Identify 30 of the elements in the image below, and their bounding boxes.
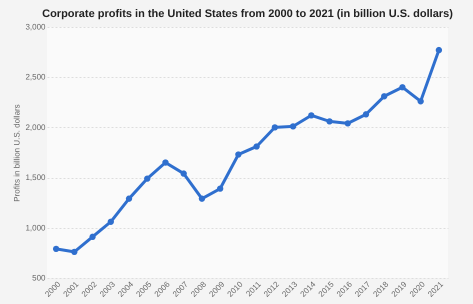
- y-tick-label: 1,500: [25, 173, 46, 182]
- point: [144, 175, 150, 182]
- y-tick-label: 500: [32, 274, 46, 282]
- point: [180, 170, 187, 177]
- point: [436, 46, 442, 54]
- point: [89, 234, 96, 240]
- point: [198, 196, 206, 202]
- point: [126, 196, 132, 202]
- y-tick-label: 2,500: [25, 72, 46, 82]
- y-tick-label: 2,000: [25, 122, 46, 132]
- chart-title: Corporate profits in the United States from 2000 to 2021 (in billion U.S. dollars): [42, 8, 454, 20]
- y-tick-label: 1,000: [25, 223, 46, 232]
- point: [326, 118, 333, 125]
- point: [399, 84, 406, 90]
- point: [272, 124, 278, 131]
- point: [216, 185, 224, 192]
- point: [52, 246, 60, 252]
- point: [417, 98, 424, 104]
- point: [362, 111, 370, 118]
- point: [381, 93, 388, 100]
- point: [71, 248, 78, 256]
- point: [253, 143, 260, 150]
- point: [108, 218, 114, 225]
- y-tick-label: 3,000: [25, 22, 46, 32]
- point: [162, 159, 169, 166]
- y-axis-title: Profits in billion U.S. dollars: [12, 104, 22, 202]
- point: [290, 123, 296, 130]
- point: [235, 151, 242, 158]
- point: [308, 112, 314, 119]
- point: [344, 120, 351, 127]
